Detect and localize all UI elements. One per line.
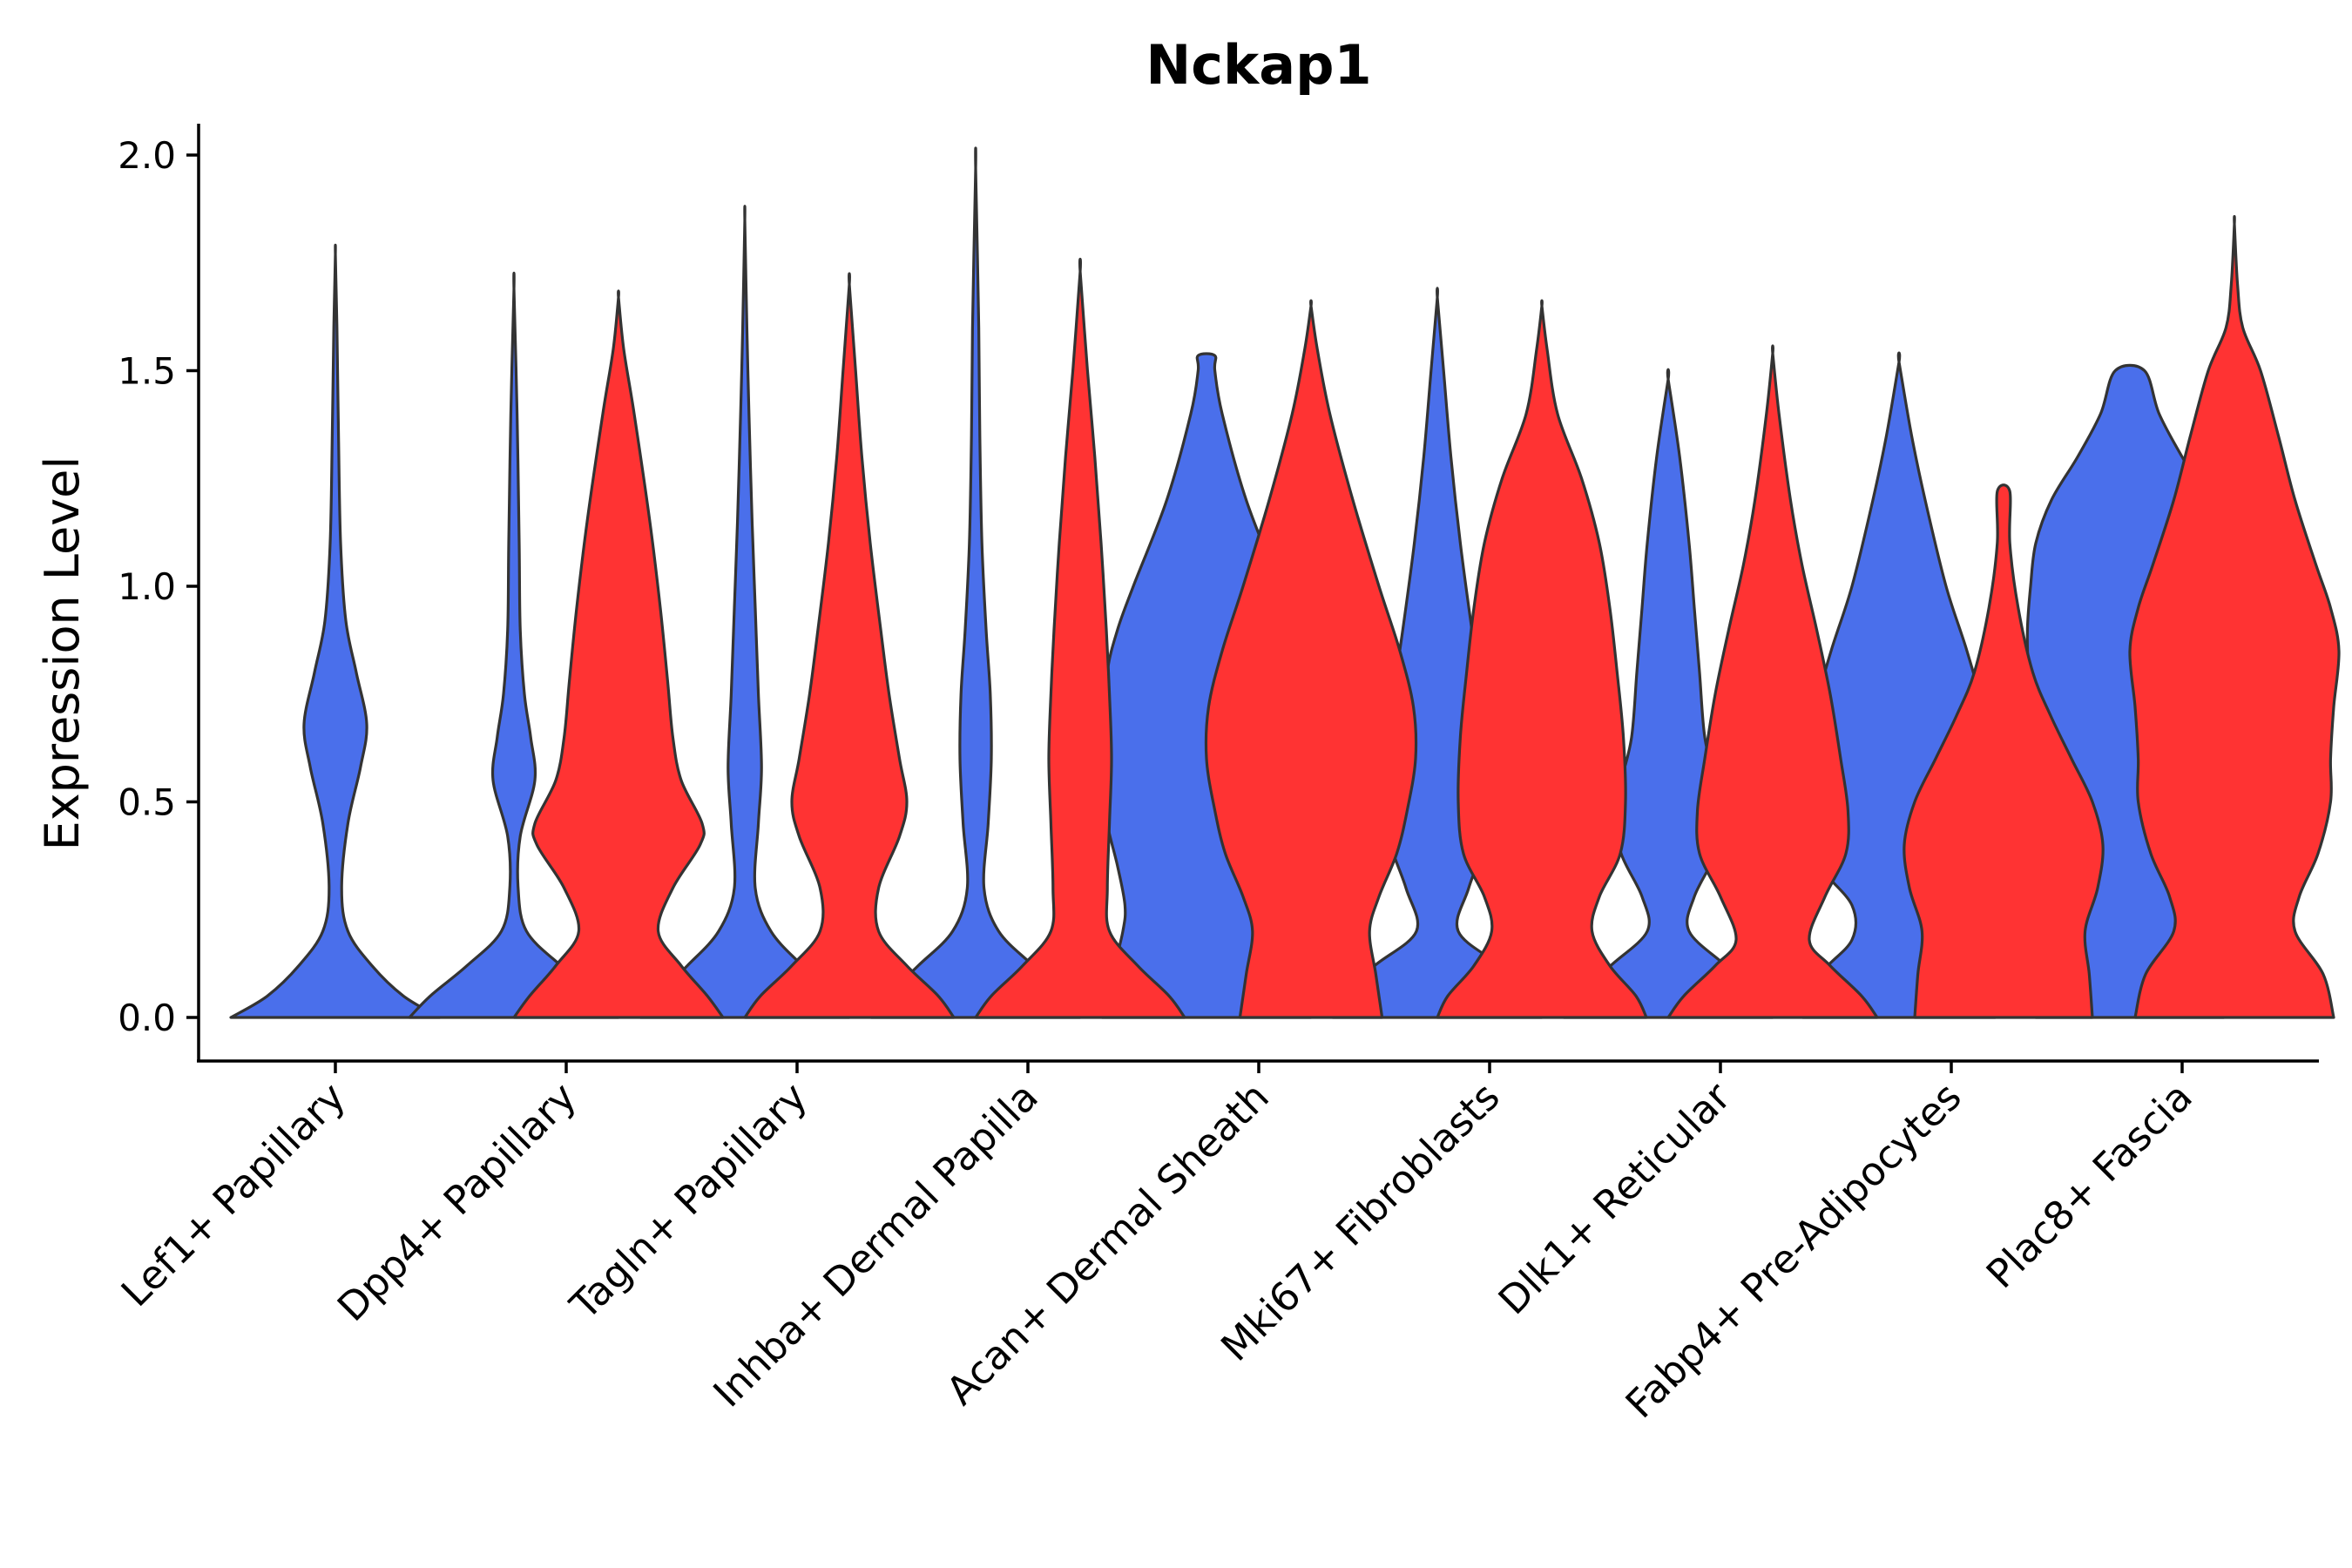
violin-group-blue-2 xyxy=(639,205,851,1019)
violin-group-red-1 xyxy=(512,289,725,1019)
violin-group-red-2 xyxy=(743,272,956,1019)
violin-layer xyxy=(229,146,2341,1019)
y-tick-label: 1.5 xyxy=(118,350,176,393)
x-tick-label: Dlk1+ Reticular xyxy=(1490,1073,1740,1323)
x-tick-label: Dpp4+ Papillary xyxy=(328,1073,585,1330)
y-tick-label: 2.0 xyxy=(118,134,176,177)
violin-group-red-7 xyxy=(1903,483,2105,1019)
chart-title: Nckap1 xyxy=(1146,33,1371,97)
x-tick-label: Plac8+ Fascia xyxy=(1977,1073,2201,1297)
violin-group-red-4 xyxy=(1204,299,1418,1019)
x-tick-label: Tagln+ Papillary xyxy=(561,1073,816,1328)
violin-group-red-8 xyxy=(2128,214,2341,1019)
violin-group-red-5 xyxy=(1436,299,1648,1019)
violin-group-blue-1 xyxy=(408,271,620,1019)
y-tick-label: 1.0 xyxy=(118,565,176,608)
violin-group-blue-0 xyxy=(229,243,442,1019)
y-tick-label: 0.0 xyxy=(118,997,176,1039)
violin-group-red-6 xyxy=(1666,344,1879,1019)
violin-group-red-3 xyxy=(974,257,1186,1019)
y-ticks: 0.0 0.5 1.0 1.5 2.0 xyxy=(118,134,199,1039)
y-axis-label: Expression Level xyxy=(35,456,90,851)
y-tick-label: 0.5 xyxy=(118,781,176,824)
x-tick-label: Lef1+ Papillary xyxy=(112,1073,355,1315)
violin-group-blue-3 xyxy=(869,146,1082,1019)
